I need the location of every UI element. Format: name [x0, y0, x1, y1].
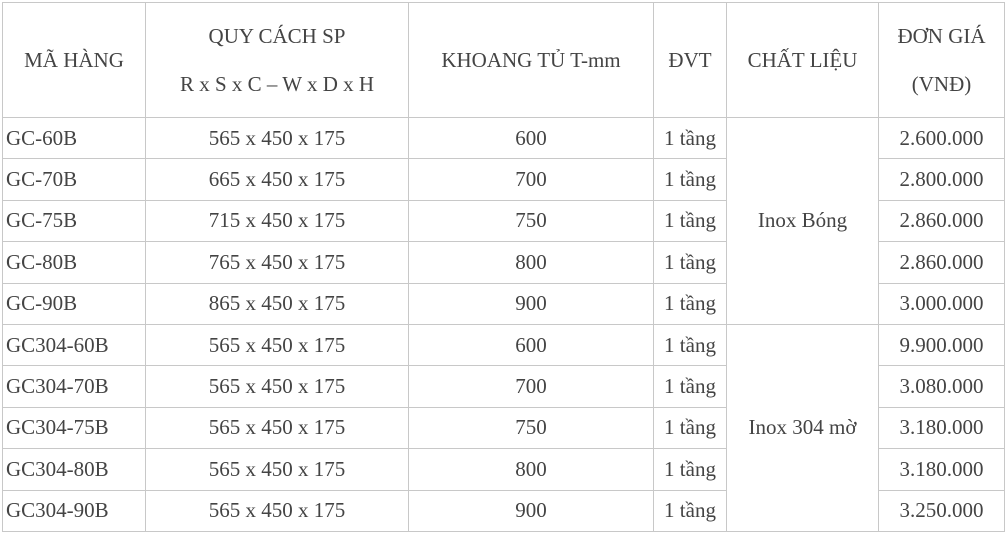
cell-code: GC304-75B	[2, 406, 146, 450]
table-header-row: MÃ HÀNG QUY CÁCH SP R x S x C – W x D x …	[2, 2, 1005, 118]
cell-unit: 1 tầng	[653, 406, 727, 450]
cell-unit: 1 tầng	[653, 158, 727, 201]
cell-code: GC304-70B	[2, 365, 146, 408]
table-row: GC304-75B 565 x 450 x 175 750 1 tầng 3.1…	[2, 406, 1005, 450]
cell-spec: 565 x 450 x 175	[145, 365, 409, 408]
header-spec: QUY CÁCH SP R x S x C – W x D x H	[145, 2, 409, 118]
cell-cabinet: 700	[408, 158, 654, 201]
header-cabinet: KHOANG TỦ T-mm	[408, 2, 654, 118]
cell-unit: 1 tầng	[653, 241, 727, 284]
cell-code: GC304-90B	[2, 489, 146, 533]
cell-price: 2.800.000	[878, 158, 1005, 201]
cell-unit: 1 tầng	[653, 199, 727, 243]
header-unit: ĐVT	[653, 2, 727, 118]
header-price: ĐƠN GIÁ (VNĐ)	[878, 2, 1005, 118]
cell-code: GC304-60B	[2, 323, 146, 367]
cell-code: GC-75B	[2, 199, 146, 243]
cell-price: 3.000.000	[878, 282, 1005, 325]
cell-unit: 1 tầng	[653, 448, 727, 491]
cell-cabinet: 600	[408, 323, 654, 367]
table-row: GC-80B 765 x 450 x 175 800 1 tầng 2.860.…	[2, 241, 1005, 284]
cell-code: GC-90B	[2, 282, 146, 325]
table-row: GC-90B 865 x 450 x 175 900 1 tầng 3.000.…	[2, 282, 1005, 325]
cell-material: Inox 304 mờ	[726, 323, 879, 533]
cell-cabinet: 600	[408, 116, 654, 160]
cell-spec: 565 x 450 x 175	[145, 323, 409, 367]
cell-code: GC-70B	[2, 158, 146, 201]
table-row: GC304-60B 565 x 450 x 175 600 1 tầng Ino…	[2, 323, 1005, 533]
table-row: GC304-80B 565 x 450 x 175 800 1 tầng 3.1…	[2, 448, 1005, 491]
cell-cabinet: 900	[408, 489, 654, 533]
cell-cabinet: 800	[408, 448, 654, 491]
cell-spec: 715 x 450 x 175	[145, 199, 409, 243]
table-row: GC-60B 565 x 450 x 175 600 1 tầng Inox B…	[2, 116, 1005, 325]
cell-code: GC-60B	[2, 116, 146, 160]
cell-unit: 1 tầng	[653, 489, 727, 533]
cell-spec: 565 x 450 x 175	[145, 406, 409, 450]
cell-spec: 565 x 450 x 175	[145, 489, 409, 533]
cell-unit: 1 tầng	[653, 365, 727, 408]
cell-price: 3.250.000	[878, 489, 1005, 533]
cell-material: Inox Bóng	[726, 117, 879, 325]
table-row: GC304-70B 565 x 450 x 175 700 1 tầng 3.0…	[2, 365, 1005, 408]
cell-spec: 865 x 450 x 175	[145, 282, 409, 325]
cell-spec: 665 x 450 x 175	[145, 158, 409, 201]
cell-cabinet: 750	[408, 199, 654, 243]
cell-spec: 565 x 450 x 175	[145, 116, 409, 160]
cell-price: 2.860.000	[878, 199, 1005, 243]
cell-cabinet: 750	[408, 406, 654, 450]
header-material: CHẤT LIỆU	[726, 2, 879, 118]
header-code: MÃ HÀNG	[2, 2, 146, 118]
cell-price: 2.600.000	[878, 116, 1005, 160]
cell-cabinet: 700	[408, 365, 654, 408]
cell-price: 9.900.000	[878, 323, 1005, 367]
cell-price: 2.860.000	[878, 241, 1005, 284]
cell-cabinet: 900	[408, 282, 654, 325]
cell-unit: 1 tầng	[653, 282, 727, 325]
table-row: GC304-90B 565 x 450 x 175 900 1 tầng 3.2…	[2, 489, 1005, 533]
cell-spec: 565 x 450 x 175	[145, 448, 409, 491]
cell-price: 3.180.000	[878, 406, 1005, 450]
cell-price: 3.180.000	[878, 448, 1005, 491]
cell-code: GC304-80B	[2, 448, 146, 491]
cell-unit: 1 tầng	[653, 116, 727, 160]
cell-price: 3.080.000	[878, 365, 1005, 408]
cell-code: GC-80B	[2, 241, 146, 284]
cell-spec: 765 x 450 x 175	[145, 241, 409, 284]
cell-unit: 1 tầng	[653, 323, 727, 367]
cell-cabinet: 800	[408, 241, 654, 284]
